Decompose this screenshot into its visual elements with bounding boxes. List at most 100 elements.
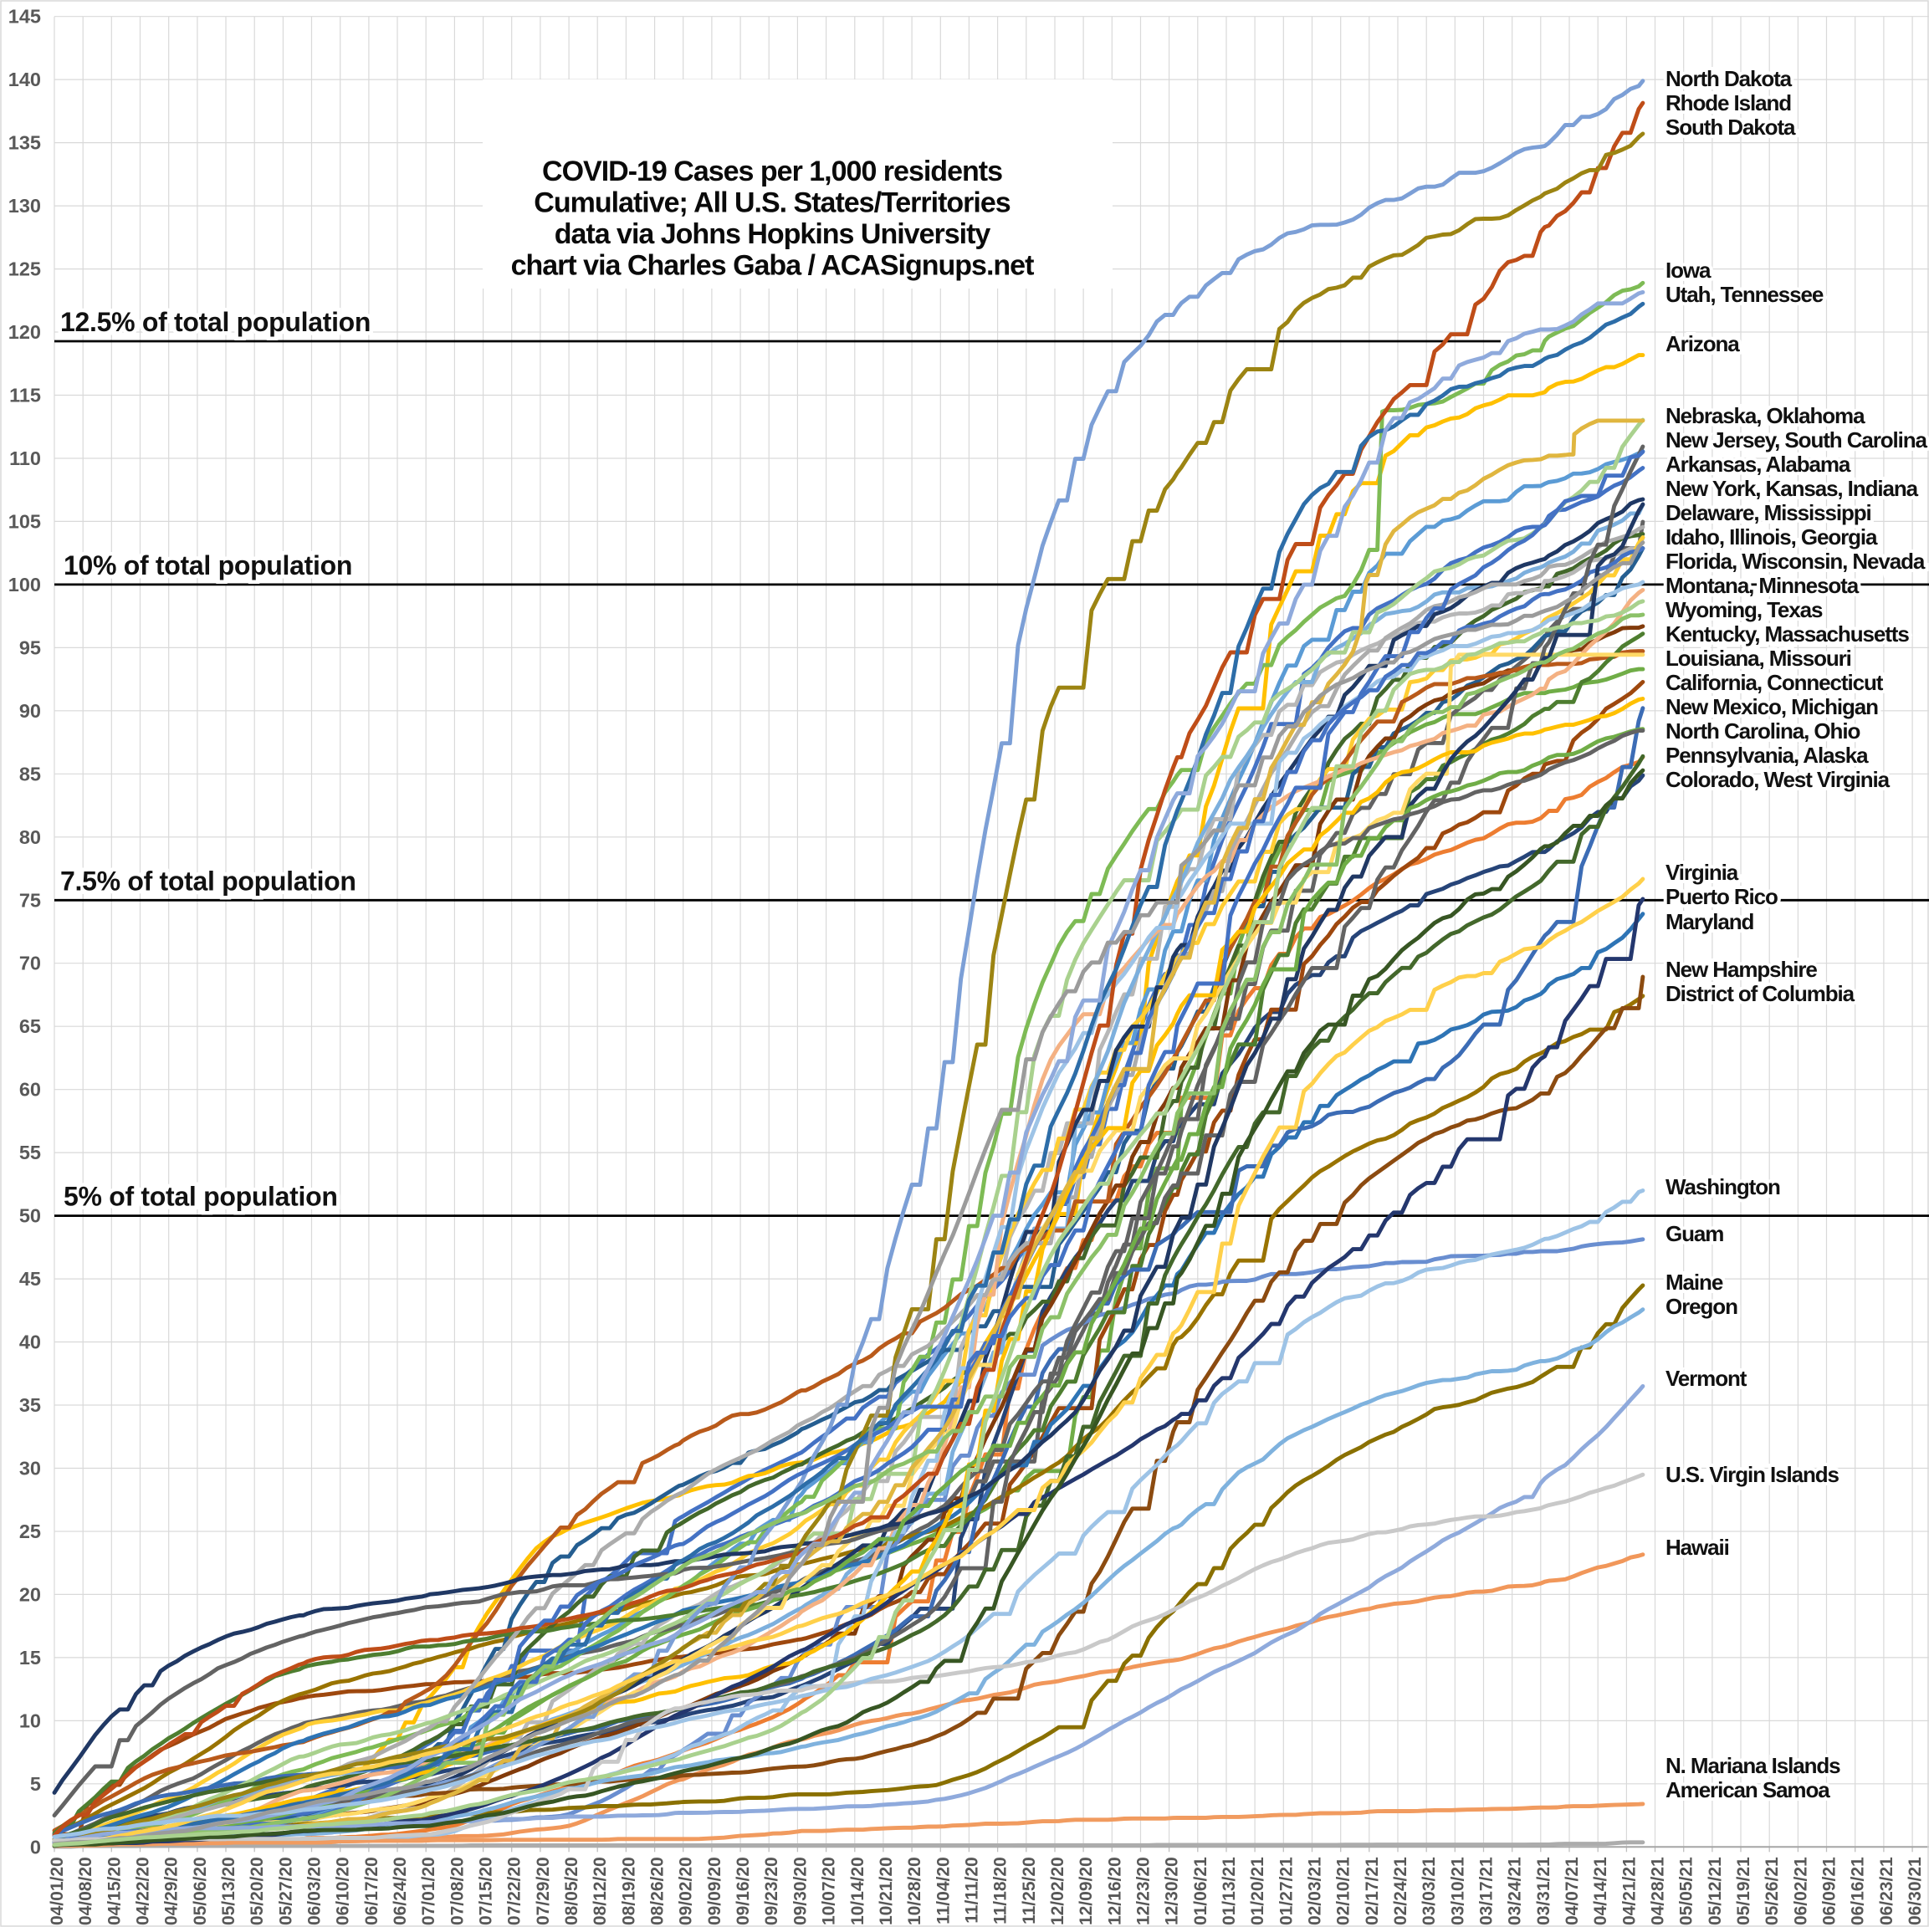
svg-text:145: 145 [8,6,41,28]
svg-text:01/06/21: 01/06/21 [1191,1857,1210,1925]
svg-text:12/30/20: 12/30/20 [1163,1857,1182,1925]
svg-text:Pennsylvania, Alaska: Pennsylvania, Alaska [1665,743,1869,768]
svg-text:08/05/20: 08/05/20 [562,1857,581,1925]
svg-text:01/20/21: 01/20/21 [1248,1857,1267,1925]
svg-text:45: 45 [19,1268,41,1290]
svg-text:Washington: Washington [1665,1174,1780,1199]
svg-text:06/23/21: 06/23/21 [1877,1857,1896,1925]
svg-text:04/14/21: 04/14/21 [1591,1857,1610,1925]
svg-text:115: 115 [9,385,41,406]
svg-text:0: 0 [30,1836,41,1858]
svg-text:75: 75 [19,889,41,911]
svg-text:Iowa: Iowa [1665,258,1712,283]
svg-text:06/24/20: 06/24/20 [391,1857,410,1925]
svg-text:07/29/20: 07/29/20 [534,1857,553,1925]
svg-text:02/03/21: 02/03/21 [1306,1857,1325,1925]
svg-text:08/19/20: 08/19/20 [619,1857,638,1925]
svg-text:90: 90 [19,700,41,722]
svg-text:N. Mariana Islands: N. Mariana Islands [1665,1753,1840,1778]
svg-text:chart via Charles Gaba / ACASi: chart via Charles Gaba / ACASignups.net [511,250,1034,282]
svg-text:70: 70 [19,953,41,974]
svg-text:Nebraska, Oklahoma: Nebraska, Oklahoma [1665,403,1865,428]
svg-text:11/18/20: 11/18/20 [991,1857,1011,1924]
svg-text:11/11/20: 11/11/20 [962,1857,981,1923]
svg-text:04/07/21: 04/07/21 [1563,1857,1582,1925]
svg-text:07/01/20: 07/01/20 [419,1857,438,1925]
svg-text:Louisiana, Missouri: Louisiana, Missouri [1665,646,1851,671]
svg-text:04/01/20: 04/01/20 [48,1857,67,1925]
svg-text:10% of total population: 10% of total population [64,550,352,580]
svg-text:10/21/20: 10/21/20 [877,1857,896,1925]
svg-text:03/31/21: 03/31/21 [1534,1857,1553,1925]
svg-text:135: 135 [8,132,41,154]
svg-text:09/30/20: 09/30/20 [791,1857,810,1925]
svg-text:06/10/20: 06/10/20 [334,1857,353,1925]
svg-text:08/12/20: 08/12/20 [591,1857,610,1925]
svg-text:04/28/21: 04/28/21 [1649,1857,1668,1925]
svg-text:Arkansas, Alabama: Arkansas, Alabama [1665,452,1851,477]
svg-text:04/08/20: 04/08/20 [76,1857,95,1925]
svg-text:09/02/20: 09/02/20 [677,1857,696,1925]
svg-text:110: 110 [9,447,41,469]
svg-text:100: 100 [8,574,41,595]
svg-text:05/05/21: 05/05/21 [1677,1857,1696,1925]
svg-text:Utah, Tennessee: Utah, Tennessee [1665,282,1824,307]
svg-text:06/30/21: 06/30/21 [1906,1857,1925,1925]
svg-text:07/22/20: 07/22/20 [505,1857,524,1925]
svg-text:Arizona: Arizona [1665,331,1740,356]
svg-text:Oregon: Oregon [1665,1294,1737,1319]
svg-text:COVID-19 Cases per 1,000 resid: COVID-19 Cases per 1,000 residents [542,156,1002,187]
svg-text:04/15/20: 04/15/20 [105,1857,124,1925]
svg-text:06/16/21: 06/16/21 [1849,1857,1868,1925]
svg-text:10/07/20: 10/07/20 [820,1857,839,1925]
svg-text:North Carolina, Ohio: North Carolina, Ohio [1665,718,1860,744]
svg-text:20: 20 [19,1583,41,1605]
svg-text:120: 120 [8,321,41,343]
svg-text:Hawaii: Hawaii [1665,1535,1729,1560]
svg-text:05/27/20: 05/27/20 [276,1857,295,1925]
svg-text:130: 130 [8,195,41,217]
svg-text:12/23/20: 12/23/20 [1134,1857,1154,1925]
svg-text:01/13/21: 01/13/21 [1220,1857,1239,1925]
svg-text:10/14/20: 10/14/20 [848,1857,867,1925]
svg-text:05/26/21: 05/26/21 [1763,1857,1782,1925]
svg-text:105: 105 [8,510,41,532]
svg-text:Maine: Maine [1665,1270,1723,1295]
svg-text:06/09/21: 06/09/21 [1820,1857,1839,1925]
svg-text:California, Connecticut: California, Connecticut [1665,670,1884,695]
svg-text:South Dakota: South Dakota [1665,115,1796,140]
svg-text:50: 50 [19,1205,41,1227]
svg-text:40: 40 [19,1331,41,1353]
svg-text:06/03/20: 06/03/20 [305,1857,325,1925]
svg-text:03/10/21: 03/10/21 [1448,1857,1467,1925]
svg-text:60: 60 [19,1079,41,1101]
svg-text:07/15/20: 07/15/20 [477,1857,496,1925]
svg-text:Florida, Wisconsin, Nevada: Florida, Wisconsin, Nevada [1665,549,1926,574]
svg-text:01/27/21: 01/27/21 [1277,1857,1296,1925]
svg-text:12/09/20: 12/09/20 [1077,1857,1096,1925]
svg-text:12/16/20: 12/16/20 [1105,1857,1124,1925]
svg-text:New York, Kansas, Indiana: New York, Kansas, Indiana [1665,476,1919,501]
svg-text:Wyoming, Texas: Wyoming, Texas [1665,597,1823,622]
svg-text:North Dakota: North Dakota [1665,66,1793,91]
svg-text:10: 10 [19,1710,41,1731]
svg-text:05/20/20: 05/20/20 [248,1857,267,1925]
svg-text:U.S. Virgin Islands: U.S. Virgin Islands [1665,1462,1839,1487]
svg-text:06/17/20: 06/17/20 [362,1857,381,1925]
svg-text:New Hampshire: New Hampshire [1665,957,1817,982]
svg-text:09/09/20: 09/09/20 [705,1857,724,1925]
svg-text:Delaware, Mississippi: Delaware, Mississippi [1665,500,1871,525]
svg-text:95: 95 [19,636,41,658]
svg-text:New Mexico, Michigan: New Mexico, Michigan [1665,694,1878,719]
svg-text:05/19/21: 05/19/21 [1734,1857,1753,1925]
svg-text:125: 125 [8,258,41,280]
svg-text:04/22/20: 04/22/20 [134,1857,153,1925]
svg-text:03/24/21: 03/24/21 [1506,1857,1525,1925]
svg-text:7.5% of total population: 7.5% of total population [60,866,356,896]
svg-text:American Samoa: American Samoa [1665,1777,1830,1802]
svg-text:08/26/20: 08/26/20 [648,1857,668,1925]
svg-text:Maryland: Maryland [1665,909,1754,934]
svg-text:02/10/21: 02/10/21 [1334,1857,1353,1925]
svg-text:02/24/21: 02/24/21 [1391,1857,1410,1925]
svg-text:12.5% of total population: 12.5% of total population [60,307,371,337]
